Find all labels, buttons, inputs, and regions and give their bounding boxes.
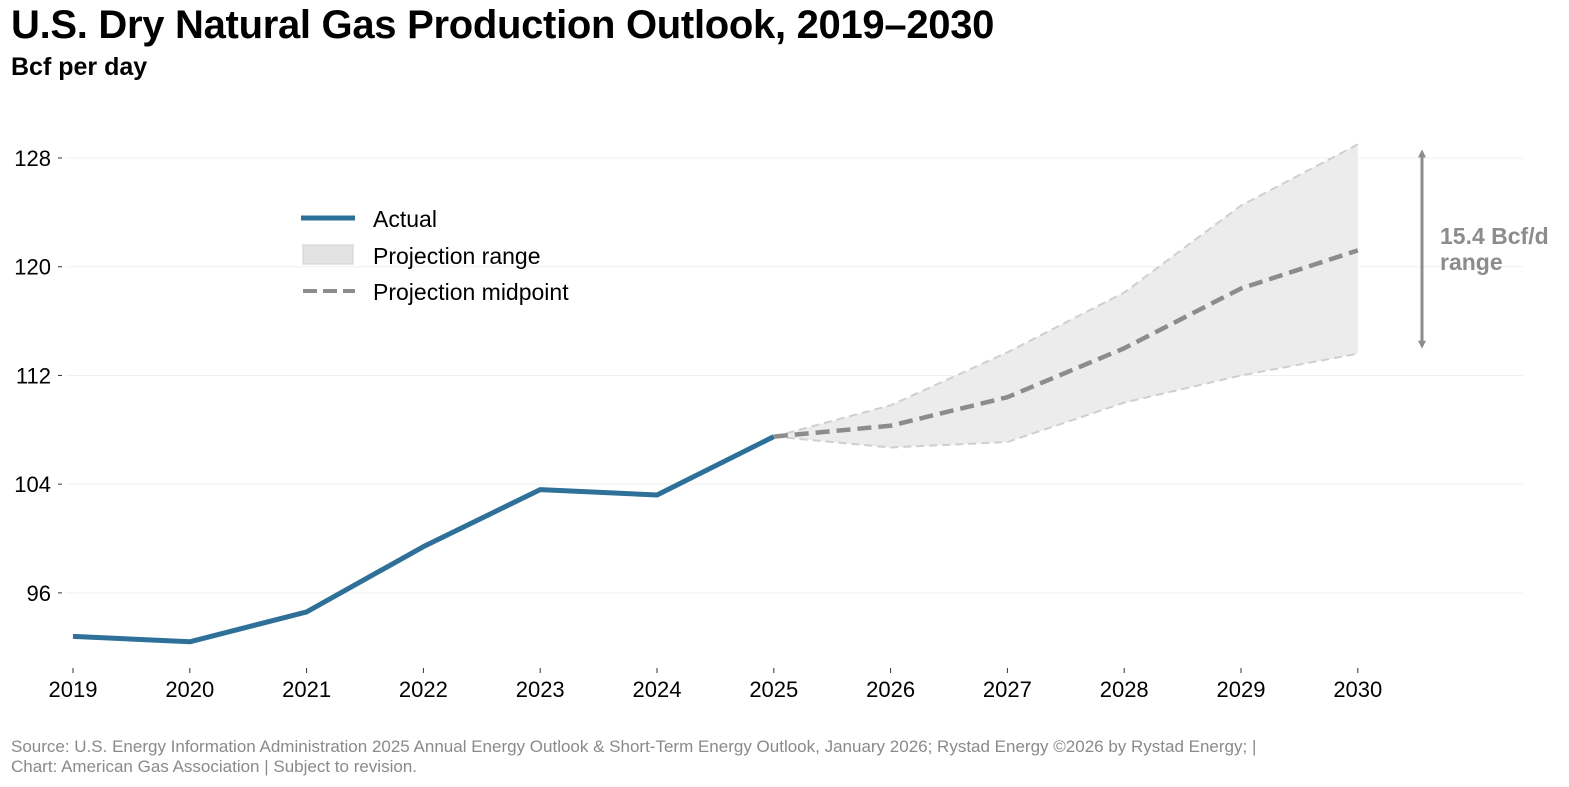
legend-label-range: Projection range [373, 243, 541, 269]
projection-range-area [773, 144, 1358, 448]
y-tick-label-104: 104 [14, 472, 51, 497]
x-tick-label-2025: 2025 [749, 677, 798, 702]
x-tick-label-2019: 2019 [49, 677, 98, 702]
legend-label-midpoint: Projection midpoint [373, 279, 569, 305]
legend-label-actual: Actual [373, 206, 437, 232]
x-tick-label-2024: 2024 [633, 677, 682, 702]
source-footer: Source: U.S. Energy Information Administ… [11, 737, 1256, 777]
chart-subtitle: Bcf per day [11, 53, 148, 81]
annotation-label-line2: range [1440, 249, 1503, 275]
x-tick-label-2027: 2027 [983, 677, 1032, 702]
y-axis: 96 104 112 120 128 [14, 146, 62, 606]
projection-range [773, 143, 1359, 449]
legend-swatch-range [302, 244, 354, 265]
y-tick-label-96: 96 [27, 581, 51, 606]
projection-range-upper-bound [773, 143, 1359, 438]
legend: Actual Projection range Projection midpo… [301, 206, 569, 305]
x-tick-label-2022: 2022 [399, 677, 448, 702]
projection-range-lower-bound [773, 352, 1358, 449]
x-tick-label-2021: 2021 [282, 677, 331, 702]
x-tick-label-2028: 2028 [1100, 677, 1149, 702]
x-tick-label-2030: 2030 [1333, 677, 1382, 702]
x-tick-label-2020: 2020 [165, 677, 214, 702]
range-annotation: 15.4 Bcf/d range [1418, 149, 1549, 349]
annotation-arrowhead-top [1418, 149, 1426, 158]
x-tick-label-2029: 2029 [1217, 677, 1266, 702]
annotation-arrowhead-bottom [1418, 340, 1426, 349]
y-tick-label-128: 128 [14, 146, 51, 171]
series-line-actual [72, 434, 775, 645]
source-line-2: Chart: American Gas Association | Subjec… [11, 757, 417, 776]
x-tick-label-2023: 2023 [516, 677, 565, 702]
series-lines [72, 248, 1359, 645]
annotation-label-line1: 15.4 Bcf/d [1440, 223, 1549, 249]
x-tick-label-2026: 2026 [866, 677, 915, 702]
series-line-projection-midpoint [773, 248, 1359, 439]
y-tick-label-120: 120 [14, 255, 51, 280]
source-line-1: Source: U.S. Energy Information Administ… [11, 737, 1257, 756]
x-axis: 2019 2020 2021 2022 2023 2024 2025 2026 2027 2028… [49, 668, 1382, 702]
y-tick-label-112: 112 [16, 363, 51, 388]
chart-title: U.S. Dry Natural Gas Production Outlook,… [11, 3, 995, 47]
